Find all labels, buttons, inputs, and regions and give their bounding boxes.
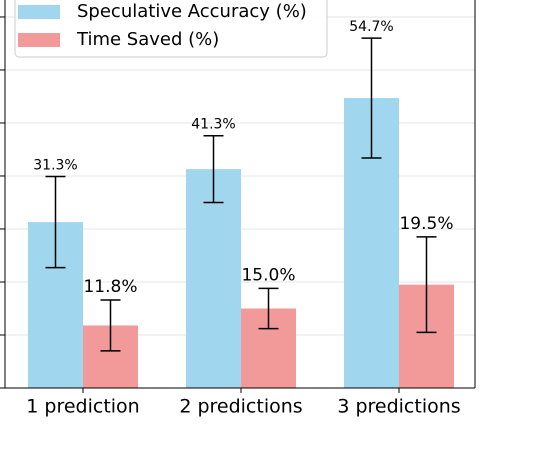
value-label: 54.7% xyxy=(349,19,393,35)
legend-swatch xyxy=(18,33,60,47)
x-tick-label: 1 prediction xyxy=(26,396,139,418)
value-label: 41.3% xyxy=(191,117,235,133)
error-bar xyxy=(258,287,279,330)
value-label: 31.3% xyxy=(33,158,77,174)
marks: 31.3% 11.8% 41.3% 15.0% 54.7% 19.5% xyxy=(28,19,454,393)
error-bar xyxy=(45,175,66,269)
legend-box xyxy=(14,0,328,58)
value-label: 15.0% xyxy=(241,265,295,285)
legend: Speculative Accuracy (%) Time Saved (%) xyxy=(14,0,328,58)
x-tick-label: 2 predictions xyxy=(179,396,302,418)
error-bar xyxy=(203,134,224,204)
x-tick-label: 3 predictions xyxy=(337,396,460,418)
error-bar xyxy=(100,299,121,352)
legend-label: Time Saved (%) xyxy=(76,29,219,50)
error-bar xyxy=(361,37,382,159)
value-label: 11.8% xyxy=(83,277,137,297)
value-label: 19.5% xyxy=(399,214,453,234)
bar xyxy=(186,169,241,388)
legend-label: Speculative Accuracy (%) xyxy=(77,1,307,22)
legend-swatch xyxy=(18,5,60,19)
error-bar xyxy=(416,236,437,334)
